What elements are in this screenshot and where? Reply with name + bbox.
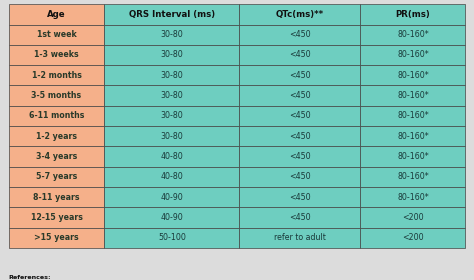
Bar <box>360 106 465 126</box>
Text: 5-7 years: 5-7 years <box>36 172 77 181</box>
Text: References:: References: <box>9 275 51 280</box>
Bar <box>239 187 360 207</box>
Text: <450: <450 <box>289 71 310 80</box>
Text: 80-160*: 80-160* <box>397 152 429 161</box>
Bar <box>9 45 104 65</box>
Bar <box>104 85 239 106</box>
Text: 30-80: 30-80 <box>161 30 183 39</box>
Text: 1-3 weeks: 1-3 weeks <box>34 50 79 59</box>
Bar <box>104 167 239 187</box>
Bar <box>239 85 360 106</box>
Bar <box>239 65 360 85</box>
Text: 3-4 years: 3-4 years <box>36 152 77 161</box>
Bar <box>360 227 465 248</box>
Bar <box>104 146 239 167</box>
Bar <box>360 4 465 25</box>
Bar <box>9 187 104 207</box>
Text: 30-80: 30-80 <box>161 71 183 80</box>
Bar <box>239 126 360 146</box>
Bar <box>360 45 465 65</box>
Bar <box>104 45 239 65</box>
Text: 30-80: 30-80 <box>161 91 183 100</box>
Bar <box>360 65 465 85</box>
Bar <box>239 25 360 45</box>
Bar <box>9 207 104 227</box>
Bar <box>9 227 104 248</box>
Text: 1-2 years: 1-2 years <box>36 132 77 141</box>
Text: <450: <450 <box>289 91 310 100</box>
Bar <box>104 126 239 146</box>
Bar <box>239 207 360 227</box>
Bar <box>239 45 360 65</box>
Bar <box>360 187 465 207</box>
Bar <box>104 227 239 248</box>
Bar <box>360 126 465 146</box>
Text: 40-90: 40-90 <box>161 193 183 202</box>
Text: 80-160*: 80-160* <box>397 30 429 39</box>
Text: Age: Age <box>47 10 66 19</box>
Bar <box>104 187 239 207</box>
Text: PR(ms): PR(ms) <box>395 10 430 19</box>
Bar <box>360 25 465 45</box>
Text: 1-2 months: 1-2 months <box>32 71 82 80</box>
Text: 30-80: 30-80 <box>161 111 183 120</box>
Bar <box>9 85 104 106</box>
Bar <box>239 146 360 167</box>
Bar <box>104 106 239 126</box>
Text: refer to adult: refer to adult <box>274 233 326 242</box>
Text: <450: <450 <box>289 111 310 120</box>
Text: 40-80: 40-80 <box>161 152 183 161</box>
Text: 80-160*: 80-160* <box>397 111 429 120</box>
Bar <box>104 25 239 45</box>
Text: >15 years: >15 years <box>34 233 79 242</box>
Text: 50-100: 50-100 <box>158 233 186 242</box>
Bar <box>360 167 465 187</box>
Bar <box>239 4 360 25</box>
Text: 40-80: 40-80 <box>161 172 183 181</box>
Text: <200: <200 <box>402 213 424 222</box>
Text: 30-80: 30-80 <box>161 50 183 59</box>
Text: 80-160*: 80-160* <box>397 193 429 202</box>
Text: <450: <450 <box>289 132 310 141</box>
Text: 80-160*: 80-160* <box>397 132 429 141</box>
Bar <box>9 4 104 25</box>
Text: 80-160*: 80-160* <box>397 71 429 80</box>
Bar <box>239 227 360 248</box>
Bar <box>9 126 104 146</box>
Bar <box>9 167 104 187</box>
Text: <450: <450 <box>289 152 310 161</box>
Text: 1st week: 1st week <box>36 30 76 39</box>
Bar <box>9 25 104 45</box>
Text: QTc(ms)**: QTc(ms)** <box>276 10 324 19</box>
Text: 80-160*: 80-160* <box>397 172 429 181</box>
Text: <450: <450 <box>289 193 310 202</box>
Bar <box>360 146 465 167</box>
Text: <200: <200 <box>402 233 424 242</box>
Text: 8-11 years: 8-11 years <box>33 193 80 202</box>
Bar <box>104 207 239 227</box>
Bar <box>104 65 239 85</box>
Text: <450: <450 <box>289 172 310 181</box>
Text: 12-15 years: 12-15 years <box>30 213 82 222</box>
Text: <450: <450 <box>289 30 310 39</box>
Bar <box>239 167 360 187</box>
Bar <box>9 106 104 126</box>
Text: 6-11 months: 6-11 months <box>29 111 84 120</box>
Text: 80-160*: 80-160* <box>397 91 429 100</box>
Bar <box>9 65 104 85</box>
Bar <box>360 85 465 106</box>
Bar <box>9 146 104 167</box>
Bar <box>239 106 360 126</box>
Text: <450: <450 <box>289 213 310 222</box>
Bar <box>104 4 239 25</box>
Text: 40-90: 40-90 <box>161 213 183 222</box>
Text: 30-80: 30-80 <box>161 132 183 141</box>
Bar <box>360 207 465 227</box>
Text: QRS Interval (ms): QRS Interval (ms) <box>129 10 215 19</box>
Text: 3-5 months: 3-5 months <box>31 91 82 100</box>
Text: 80-160*: 80-160* <box>397 50 429 59</box>
Text: <450: <450 <box>289 50 310 59</box>
